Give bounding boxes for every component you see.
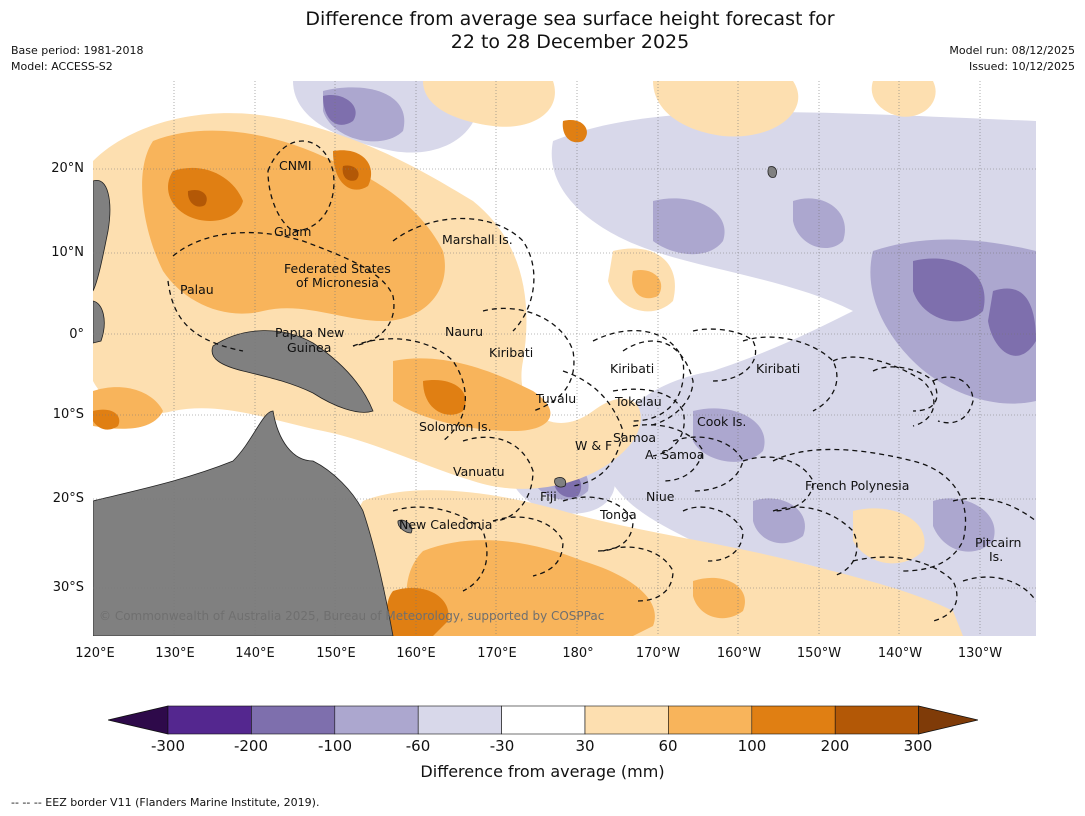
label-kiribati-west: Kiribati — [489, 345, 534, 360]
label-new-caledonia: New Caledonia — [399, 517, 493, 532]
lon-label-150w: 150°W — [796, 646, 842, 661]
lon-label-160e: 160°E — [396, 646, 436, 661]
label-marshall: Marshall Is. — [442, 232, 513, 247]
label-niue: Niue — [646, 489, 675, 504]
borneo-landmass — [93, 300, 105, 344]
lon-label-180: 180° — [562, 646, 594, 661]
colorbar-tick-neg200: -200 — [233, 737, 269, 755]
eez-borders — [167, 140, 1036, 622]
label-tonga: Tonga — [600, 507, 637, 522]
australia-landmass — [93, 410, 394, 636]
chart-title: Difference from average sea surface heig… — [0, 8, 1085, 54]
label-png-2: Guinea — [287, 340, 332, 355]
meta-left: Base period: 1981-2018 Model: ACCESS-S2 — [11, 43, 143, 75]
label-palau: Palau — [180, 282, 214, 297]
label-png-1: Papua New — [275, 325, 345, 340]
lon-label-140w: 140°W — [877, 646, 923, 661]
lon-label-170w: 170°W — [635, 646, 681, 661]
colorbar-bin-3 — [334, 705, 419, 735]
lat-label-10n: 10°N — [51, 245, 84, 260]
colorbar-bin-5 — [501, 705, 586, 735]
label-kiribati-east: Kiribati — [756, 361, 801, 376]
colorbar-bin-7 — [668, 705, 753, 735]
title-line-2: 22 to 28 December 2025 — [450, 31, 690, 53]
label-wallis-futuna: W & F — [575, 438, 613, 453]
colorbar-tick-30: 30 — [575, 737, 595, 755]
label-fsm-1: Federated States — [284, 261, 391, 276]
model-run: Model run: 08/12/2025 — [949, 44, 1075, 57]
lat-label-20n: 20°N — [51, 161, 84, 176]
issued-date: Issued: 10/12/2025 — [968, 60, 1075, 73]
label-cook: Cook Is. — [697, 414, 747, 429]
colorbar — [108, 705, 978, 735]
colorbar-tick-neg60: -60 — [405, 737, 431, 755]
colorbar-bin-9 — [834, 705, 919, 735]
meta-right: Model run: 08/12/2025 Issued: 10/12/2025 — [949, 43, 1075, 75]
label-samoa: Samoa — [613, 430, 657, 445]
lon-label-130e: 130°E — [155, 646, 195, 661]
colorbar-tick-100: 100 — [737, 737, 767, 755]
lon-label-130w: 130°W — [957, 646, 1003, 661]
colorbar-tick-neg300: -300 — [150, 737, 186, 755]
colorbar-label: Difference from average (mm) — [420, 762, 665, 781]
lat-label-30s: 30°S — [52, 580, 84, 595]
new-caledonia-landmass — [397, 519, 413, 534]
label-fsm-2: of Micronesia — [296, 275, 379, 290]
label-pitcairn-2: Is. — [989, 549, 1004, 564]
title-line-1: Difference from average sea surface heig… — [305, 8, 835, 30]
fiji-landmass — [554, 477, 567, 488]
lat-label-0: 0° — [69, 327, 84, 342]
lon-label-120e: 120°E — [75, 646, 115, 661]
lon-label-150e: 150°E — [316, 646, 356, 661]
land-layer — [93, 166, 777, 636]
hawaii-landmass — [767, 166, 777, 178]
colorbar-tick-200: 200 — [820, 737, 850, 755]
lat-label-10s: 10°S — [52, 407, 84, 422]
label-fiji: Fiji — [540, 489, 557, 504]
label-tuvalu: Tuvalu — [536, 391, 577, 406]
label-guam: Guam — [274, 224, 312, 239]
colorbar-bin-4 — [417, 705, 502, 735]
lon-label-160w: 160°W — [716, 646, 762, 661]
strong-positive-layer — [93, 120, 587, 636]
copyright-notice: © Commonwealth of Australia 2025, Bureau… — [99, 609, 605, 623]
label-vanuatu: Vanuatu — [453, 464, 505, 479]
colorbar-arrow-high — [918, 705, 978, 735]
colorbar-bin-8 — [751, 705, 836, 735]
colorbar-bin-1 — [167, 705, 252, 735]
label-american-samoa: A. Samoa — [645, 447, 705, 462]
colorbar-tick-neg100: -100 — [317, 737, 353, 755]
colorbar-bin-6 — [584, 705, 669, 735]
model-name: Model: ACCESS-S2 — [11, 60, 113, 73]
lon-label-140e: 140°E — [235, 646, 275, 661]
colorbar-tick-neg30: -30 — [489, 737, 515, 755]
label-pitcairn-1: Pitcairn — [975, 535, 1022, 550]
label-tokelau: Tokelau — [615, 394, 662, 409]
anomaly-map — [93, 81, 1036, 636]
colorbar-tick-60: 60 — [658, 737, 678, 755]
colorbar-arrow-low — [108, 705, 169, 735]
lat-label-20s: 20°S — [52, 491, 84, 506]
map-panel — [93, 81, 1036, 636]
colorbar-bin-2 — [251, 705, 336, 735]
label-kiribati-central: Kiribati — [610, 361, 655, 376]
gridlines — [93, 81, 1036, 636]
base-period: Base period: 1981-2018 — [11, 44, 144, 57]
label-solomon: Solomon Is. — [419, 419, 492, 434]
colorbar-tick-300: 300 — [903, 737, 933, 755]
lon-label-170e: 170°E — [477, 646, 517, 661]
label-cnmi: CNMI — [279, 158, 312, 173]
label-nauru: Nauru — [445, 324, 483, 339]
philippines-landmass — [93, 180, 111, 292]
extreme-positive-layer — [187, 165, 359, 207]
eez-footnote: -- -- -- EEZ border V11 (Flanders Marine… — [11, 796, 320, 809]
label-french-polynesia: French Polynesia — [805, 478, 910, 493]
